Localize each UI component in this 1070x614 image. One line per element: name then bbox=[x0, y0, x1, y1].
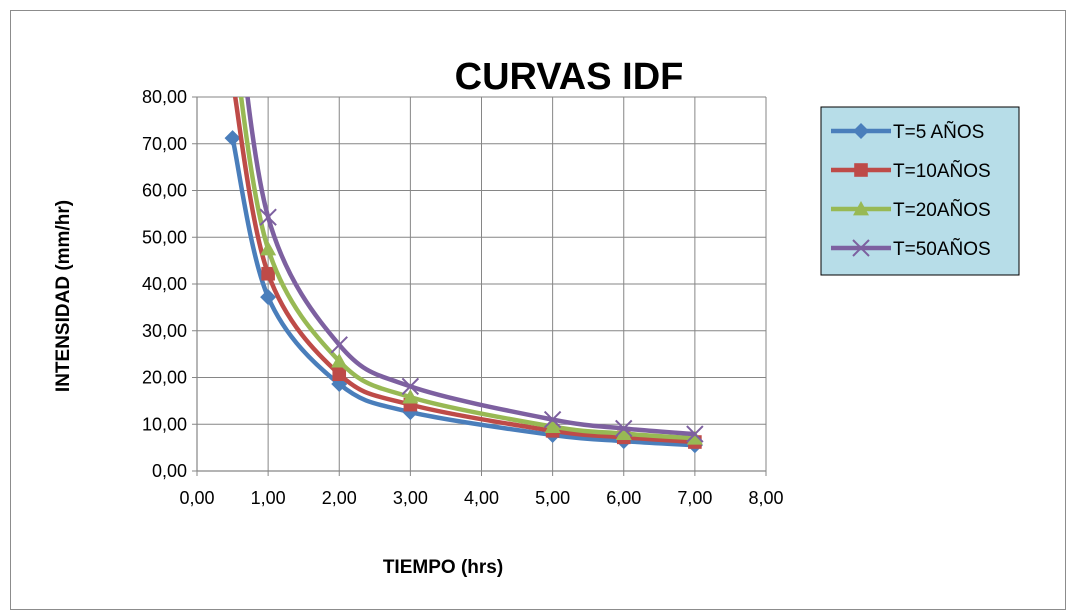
y-tick-label: 70,00 bbox=[142, 134, 187, 154]
data-point bbox=[224, 130, 241, 147]
data-point bbox=[261, 266, 275, 281]
y-tick-label: 20,00 bbox=[142, 368, 187, 388]
series-layer bbox=[224, 24, 704, 454]
x-tick-label: 6,00 bbox=[606, 488, 641, 508]
x-tick-label: 0,00 bbox=[179, 488, 214, 508]
data-point bbox=[854, 163, 868, 177]
legend-label: T=10AÑOS bbox=[893, 160, 991, 182]
series-3 bbox=[225, 24, 703, 445]
x-tick-label: 8,00 bbox=[748, 488, 783, 508]
series-line bbox=[232, 97, 696, 445]
data-point bbox=[260, 240, 277, 256]
data-point bbox=[615, 419, 633, 438]
data-point bbox=[544, 418, 561, 433]
x-tick-label: 1,00 bbox=[251, 488, 286, 508]
data-point bbox=[543, 410, 562, 429]
data-point bbox=[226, 73, 240, 87]
legend-item-1: T=5 AÑOS bbox=[831, 121, 984, 143]
legend-label: T=5 AÑOS bbox=[893, 121, 984, 143]
y-tick-label: 50,00 bbox=[142, 227, 187, 247]
y-tick-label: 10,00 bbox=[142, 414, 187, 434]
x-tick-label: 5,00 bbox=[535, 488, 570, 508]
legend-item-3: T=20AÑOS bbox=[831, 199, 991, 221]
chart-title: CURVAS IDF bbox=[455, 56, 684, 98]
y-tick-label: 30,00 bbox=[142, 321, 187, 341]
y-tick-label: 0,00 bbox=[152, 461, 187, 481]
y-tick-label: 40,00 bbox=[142, 274, 187, 294]
x-axis-ticks: 0,00 1,00 2,00 3,00 4,00 5,00 6,00 7,00 8,00 bbox=[179, 471, 784, 508]
idf-chart: CURVAS IDF 0,00 1,00 2,00 3,00 4,00 5,00 6,00 7… bbox=[53, 24, 1020, 578]
data-point bbox=[260, 289, 277, 306]
data-point bbox=[686, 430, 703, 445]
y-axis-label: INTENSIDAD (mm/hr) bbox=[53, 200, 74, 392]
legend-item-2: T=10AÑOS bbox=[831, 160, 991, 182]
y-tick-label: 80,00 bbox=[142, 87, 187, 107]
data-point bbox=[330, 336, 348, 354]
legend-item-4: T=50AÑOS bbox=[831, 238, 991, 260]
data-point bbox=[225, 24, 241, 38]
series-line bbox=[238, 97, 696, 441]
data-point bbox=[332, 367, 347, 382]
series-line bbox=[245, 97, 696, 437]
legend-label: T=20AÑOS bbox=[893, 199, 991, 221]
data-point bbox=[615, 425, 632, 440]
data-point bbox=[259, 208, 277, 226]
x-tick-label: 7,00 bbox=[677, 488, 712, 508]
x-tick-label: 2,00 bbox=[322, 488, 357, 508]
data-point bbox=[402, 389, 419, 404]
data-point bbox=[853, 123, 869, 139]
y-axis-ticks: 0,00 10,00 20,00 30,00 40,00 50,00 60,00 70,00 8… bbox=[142, 87, 197, 481]
data-point bbox=[686, 425, 704, 443]
legend-label: T=50AÑOS bbox=[893, 238, 991, 260]
y-tick-label: 60,00 bbox=[142, 181, 187, 201]
data-point bbox=[853, 201, 869, 216]
data-point bbox=[852, 239, 870, 257]
chart-frame: CURVAS IDF 0,00 1,00 2,00 3,00 4,00 5,00 6,00 7… bbox=[10, 10, 1066, 610]
x-tick-label: 3,00 bbox=[393, 488, 428, 508]
series-4 bbox=[245, 97, 704, 443]
legend: T=5 AÑOS T=10AÑOS T=20AÑOS T=50AÑOS bbox=[820, 106, 1020, 276]
x-axis-label: TIEMPO (hrs) bbox=[383, 557, 503, 578]
x-tick-label: 4,00 bbox=[464, 488, 499, 508]
data-point bbox=[331, 353, 348, 368]
data-point bbox=[401, 377, 420, 396]
